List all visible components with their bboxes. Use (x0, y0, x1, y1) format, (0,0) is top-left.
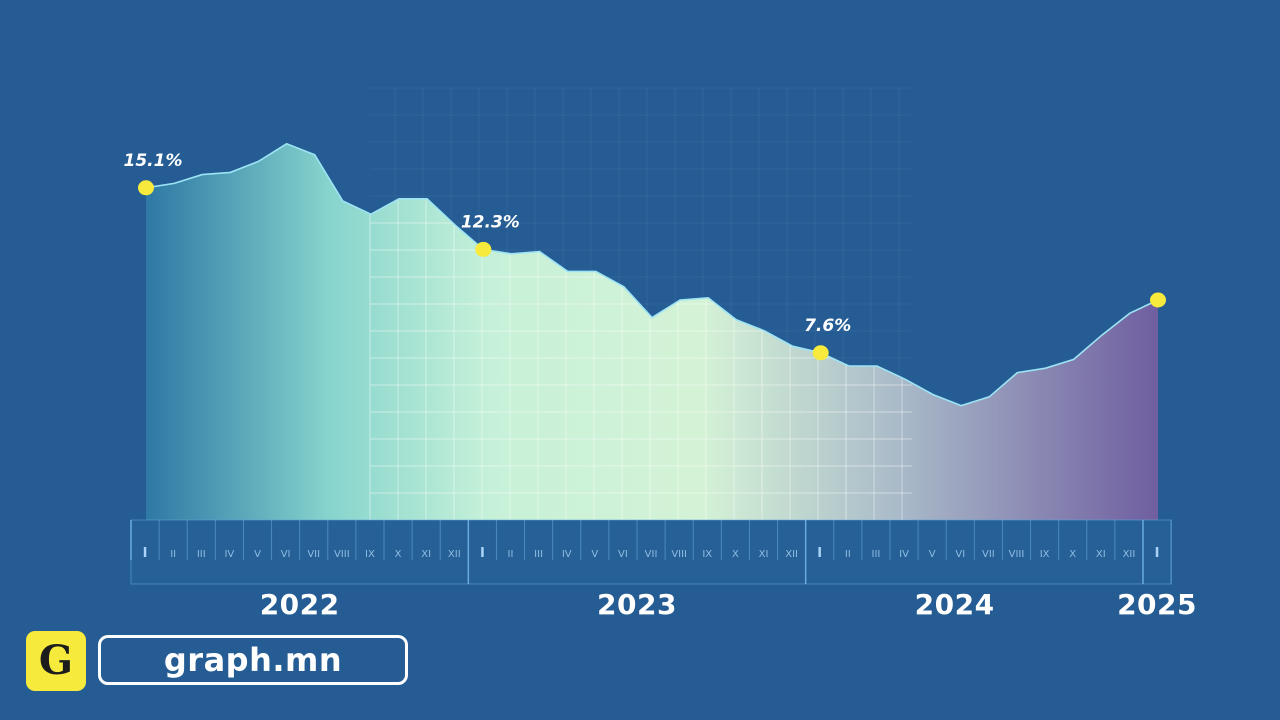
month-tick-label: II (845, 549, 851, 560)
month-tick-label: II (170, 549, 176, 560)
month-axis: I II III IV V VI VII VIII IX X XI XII I II III IV V VI VII… (130, 519, 1172, 585)
month-tick-label: XI (1096, 549, 1106, 560)
month-tick-label: VIII (671, 549, 687, 560)
month-tick-label: V (591, 549, 598, 560)
month-tick-label: IV (899, 549, 909, 560)
month-tick-label: I (817, 546, 822, 561)
month-tick-label: III (872, 549, 881, 560)
month-tick-label: IX (365, 549, 375, 560)
year-label-2023: 2023 (597, 588, 677, 621)
month-tick-label: VII (982, 549, 995, 560)
brand-name: graph.mn (163, 641, 343, 679)
month-tick-label: VIII (1009, 549, 1025, 560)
month-tick-label: I (1155, 546, 1160, 561)
month-tick-label: XI (759, 549, 769, 560)
month-tick-label: IX (1040, 549, 1050, 560)
data-labels: 15.1% 12.3% 7.6% (124, 151, 852, 336)
data-markers (138, 180, 1166, 361)
month-tick-label: V (254, 549, 261, 560)
month-tick-label: VI (281, 549, 291, 560)
month-tick-label: II (508, 549, 514, 560)
month-tick-label: VI (618, 549, 628, 560)
month-tick-label: X (395, 549, 402, 560)
data-marker (138, 180, 154, 196)
month-tick-label: X (1069, 549, 1076, 560)
month-tick-label: XII (448, 549, 461, 560)
data-label: 12.3% (461, 212, 520, 232)
month-tick-label: I (143, 546, 148, 561)
month-tick-label: V (929, 549, 936, 560)
data-label: 15.1% (124, 151, 183, 171)
year-label-2025: 2025 (1117, 588, 1198, 621)
logo-badge[interactable]: G (26, 631, 86, 691)
data-marker (812, 345, 829, 361)
year-label-2022: 2022 (259, 588, 340, 621)
data-marker (475, 241, 492, 257)
month-tick-label: VII (307, 549, 320, 560)
month-tick-label: IV (224, 549, 234, 560)
month-tick-label: III (197, 549, 206, 560)
month-tick-label: VI (955, 549, 965, 560)
axis-strip (130, 519, 1172, 585)
month-tick-label: XII (785, 549, 798, 560)
year-label-2024: 2024 (914, 588, 995, 621)
month-tick-label: VII (645, 549, 658, 560)
logo-g-icon: G (38, 637, 74, 684)
month-tick-label: IX (702, 549, 712, 560)
month-tick-label: I (480, 546, 485, 561)
month-tick-label: X (732, 549, 739, 560)
month-tick-label: XII (1123, 549, 1136, 560)
area-fill (146, 143, 1158, 521)
brand-button[interactable]: graph.mn (98, 635, 408, 685)
month-tick-label: XI (421, 549, 431, 560)
month-tick-label: III (534, 549, 543, 560)
series-line (145, 142, 1159, 407)
month-tick-label: VIII (334, 549, 350, 560)
data-label: 7.6% (804, 316, 851, 336)
data-marker (1150, 292, 1166, 308)
month-tick-label: IV (562, 549, 572, 560)
